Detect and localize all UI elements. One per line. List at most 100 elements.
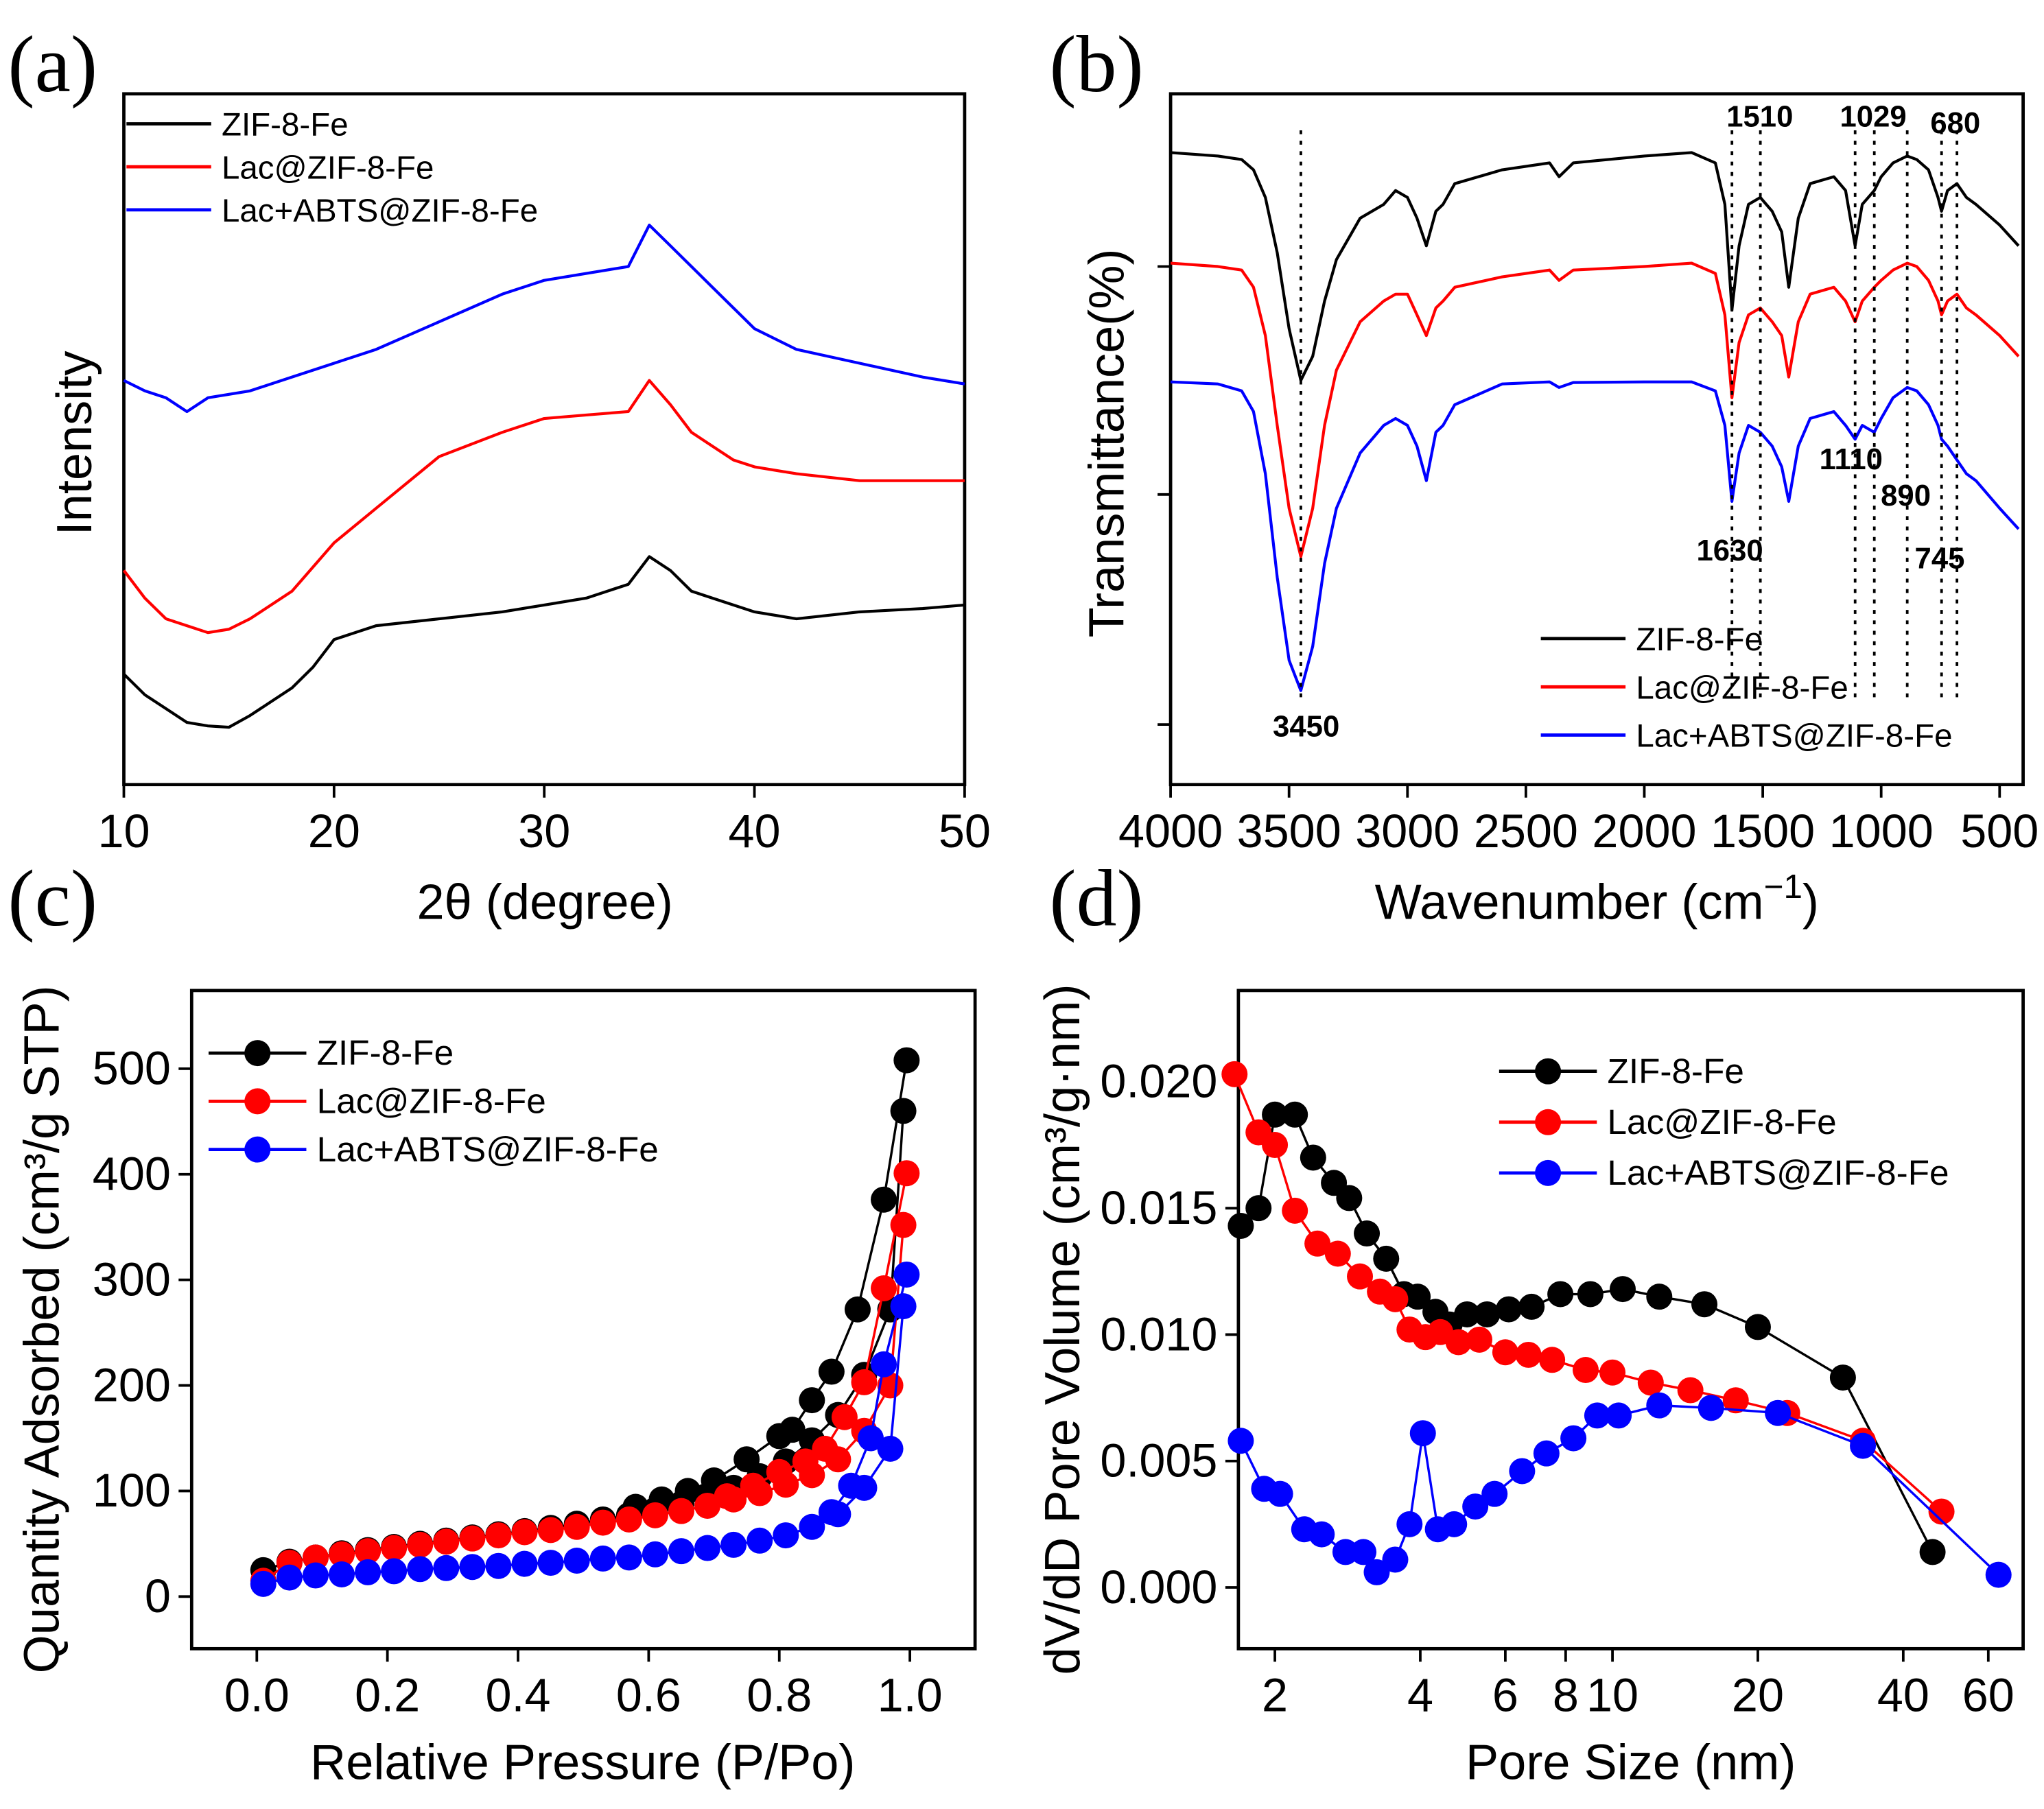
data-point: [1363, 1559, 1390, 1585]
y-tick-label: 100: [93, 1465, 171, 1517]
series-line-ZIF-8-Fe: [123, 555, 965, 729]
x-tick-label: 1500: [1711, 805, 1815, 858]
data-point: [674, 1478, 701, 1504]
x-tick-label: 2500: [1474, 805, 1578, 858]
data-point: [1495, 1296, 1522, 1323]
data-point: [893, 1047, 920, 1074]
data-point: [1245, 1195, 1272, 1222]
data-point: [1262, 1132, 1289, 1159]
data-point: [511, 1550, 538, 1577]
data-point: [407, 1556, 434, 1583]
x-tick-label: 2000: [1592, 805, 1696, 858]
x-tick-label: 1.0: [878, 1670, 943, 1722]
legend-label: Lac+ABTS@ZIF-8-Fe: [317, 1130, 659, 1169]
y-tick-label: 200: [93, 1359, 171, 1411]
y-tick-label: 500: [93, 1043, 171, 1095]
peak-annotation: 1110: [1820, 442, 1883, 476]
data-point: [773, 1522, 799, 1549]
y-axis-title-c: Quantity Adsorbed (cm³/g STP): [15, 985, 70, 1673]
x-axis-title-b-main: Wavenumber (cm: [1375, 875, 1764, 930]
data-point: [1282, 1197, 1308, 1224]
data-point: [1347, 1263, 1374, 1290]
data-point: [1691, 1291, 1718, 1318]
data-point: [1462, 1493, 1489, 1520]
data-point: [747, 1527, 773, 1554]
data-point: [720, 1531, 747, 1558]
data-point: [381, 1558, 408, 1585]
data-point: [250, 1570, 277, 1597]
data-point: [1547, 1281, 1574, 1308]
data-point: [589, 1545, 616, 1572]
data-point: [812, 1435, 838, 1462]
y-tick-label: 0.020: [1100, 1056, 1217, 1108]
data-point: [1609, 1276, 1636, 1303]
data-point: [537, 1550, 564, 1576]
data-point: [1509, 1458, 1536, 1485]
x-tick-label: 20: [1732, 1670, 1784, 1722]
data-point: [1441, 1511, 1468, 1537]
data-point: [1481, 1480, 1508, 1507]
legend-marker: [244, 1136, 271, 1163]
data-point: [642, 1502, 668, 1528]
legend-label: ZIF-8-Fe: [1608, 1052, 1744, 1091]
data-point: [642, 1541, 668, 1568]
data-point: [1572, 1357, 1599, 1384]
data-point: [1606, 1402, 1632, 1429]
x-tick-label: 0.2: [355, 1670, 420, 1722]
peak-annotation: 680: [1930, 106, 1980, 140]
data-point: [537, 1517, 564, 1544]
x-tick-label: 0.8: [747, 1670, 812, 1722]
data-point: [871, 1186, 897, 1213]
data-point: [511, 1519, 538, 1546]
data-point: [893, 1261, 920, 1288]
data-point: [355, 1538, 381, 1565]
data-point: [1533, 1440, 1560, 1467]
data-point: [1985, 1561, 2012, 1588]
x-tick-label: 1000: [1829, 805, 1934, 858]
y-tick-label: 0.010: [1100, 1308, 1217, 1360]
data-point: [844, 1296, 871, 1323]
data-point: [1474, 1301, 1501, 1327]
legend-label: Lac+ABTS@ZIF-8-Fe: [1608, 1153, 1949, 1192]
series-line-Lac@ZIF-8-Fe: [122, 379, 965, 635]
plot-frame-2: [189, 989, 977, 1651]
data-point: [1765, 1399, 1792, 1426]
data-point: [1324, 1240, 1351, 1267]
data-point: [871, 1275, 897, 1301]
peak-annotation: 890: [1881, 479, 1931, 512]
data-point: [276, 1564, 303, 1591]
data-point: [792, 1448, 819, 1475]
data-point: [329, 1561, 355, 1588]
plot-frame-1: [1168, 92, 2025, 787]
data-point: [1539, 1347, 1566, 1373]
x-tick-label: 50: [939, 805, 991, 858]
data-point: [893, 1160, 920, 1187]
legend-marker: [1535, 1058, 1562, 1085]
data-point: [459, 1554, 486, 1581]
x-tick-label: 10: [97, 805, 150, 858]
data-point: [877, 1435, 904, 1462]
data-point: [433, 1528, 460, 1555]
peak-annotation: 1029: [1840, 99, 1907, 133]
data-point: [740, 1472, 766, 1499]
x-tick-label: 500: [1960, 805, 2039, 858]
data-point: [1744, 1314, 1771, 1340]
panel-label-c: (c): [8, 854, 97, 943]
data-point: [1637, 1369, 1664, 1396]
data-point: [890, 1293, 917, 1320]
data-point: [459, 1525, 486, 1552]
data-point: [1405, 1284, 1431, 1310]
data-point: [668, 1498, 694, 1524]
data-point: [1599, 1359, 1626, 1386]
data-point: [1350, 1539, 1377, 1565]
data-point: [1584, 1402, 1610, 1429]
data-point: [563, 1513, 590, 1540]
data-point: [1409, 1420, 1436, 1447]
data-point: [615, 1506, 642, 1533]
x-tick-label: 40: [729, 805, 781, 858]
data-point: [1262, 1101, 1289, 1128]
series-line-ZIF-8-Fe: [1170, 151, 2020, 382]
data-point: [485, 1552, 512, 1579]
data-point: [1227, 1428, 1254, 1454]
data-point: [1354, 1220, 1381, 1247]
